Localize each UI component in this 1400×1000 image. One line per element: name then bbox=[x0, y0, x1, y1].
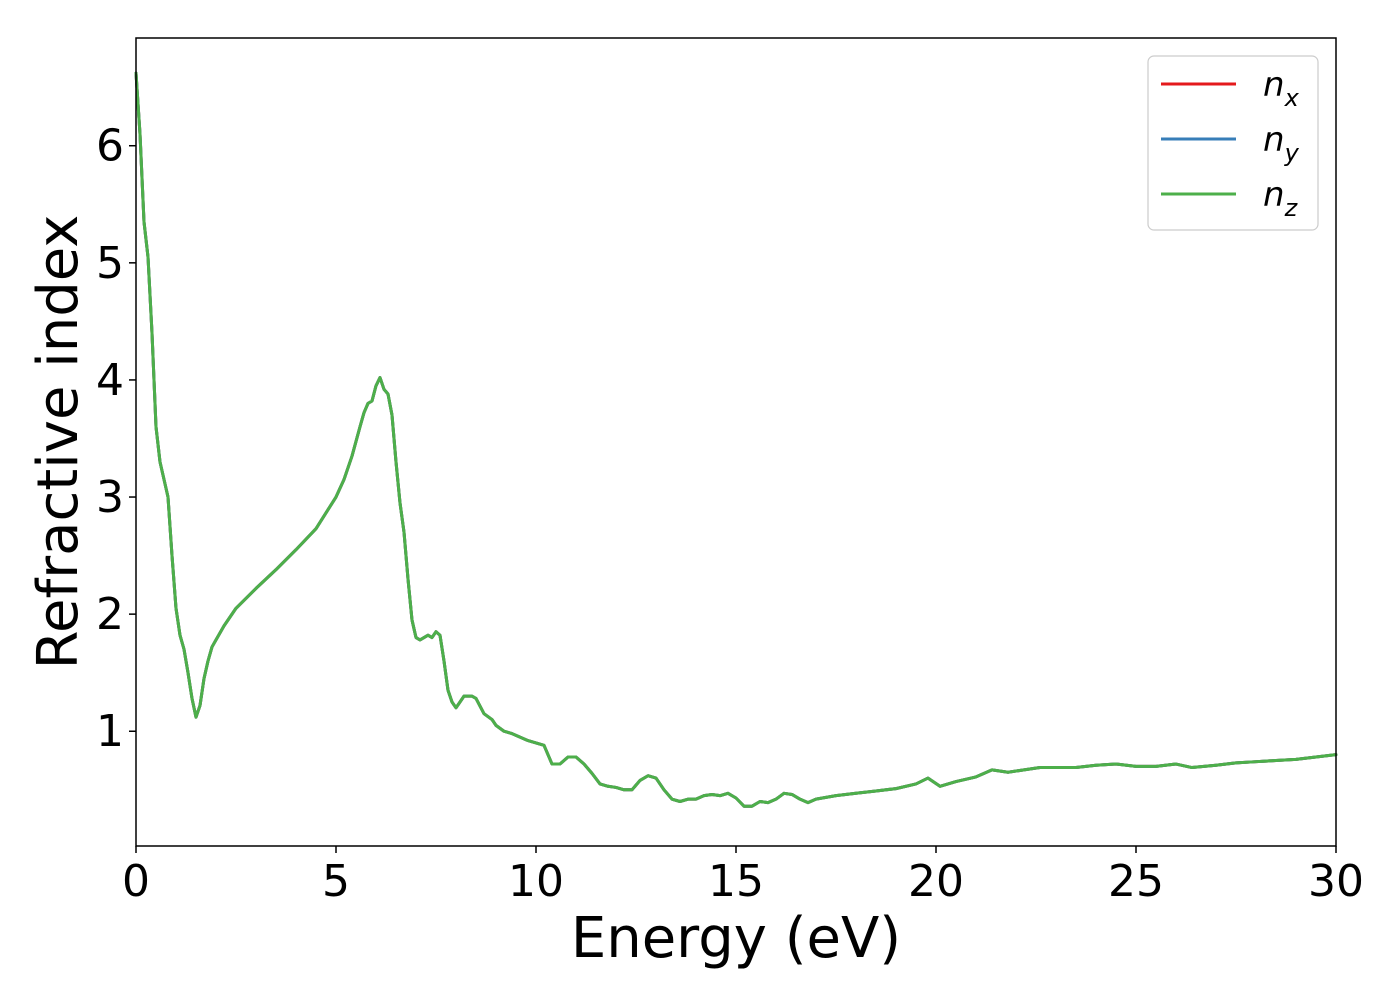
y-tick-label: 1 bbox=[96, 706, 124, 757]
legend-entry-ny: ny bbox=[1161, 120, 1300, 167]
x-tick-label: 30 bbox=[1308, 856, 1364, 907]
y-tick-label: 5 bbox=[96, 238, 124, 289]
y-axis-title: Refractive index bbox=[26, 215, 91, 670]
x-tick-label: 5 bbox=[322, 856, 350, 907]
x-tick-label: 25 bbox=[1108, 856, 1164, 907]
y-tick-label: 4 bbox=[96, 355, 124, 406]
series-line-nz bbox=[134, 71, 1338, 808]
y-tick-label: 2 bbox=[96, 589, 124, 640]
x-tick-label: 0 bbox=[122, 856, 150, 907]
legend-box bbox=[1147, 55, 1319, 231]
y-axis: 1 2 3 4 5 6 bbox=[96, 121, 136, 757]
x-axis: 0 5 10 15 20 25 30 bbox=[122, 846, 1364, 907]
x-tick-label: 10 bbox=[508, 856, 564, 907]
x-axis-title: Energy (eV) bbox=[571, 906, 901, 971]
x-tick-label: 20 bbox=[908, 856, 964, 907]
y-tick-label: 6 bbox=[96, 121, 124, 172]
series-layer bbox=[134, 71, 1338, 808]
y-tick-label: 3 bbox=[96, 472, 124, 523]
x-tick-label: 15 bbox=[708, 856, 764, 907]
